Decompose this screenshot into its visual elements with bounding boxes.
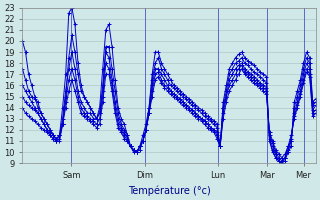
X-axis label: Température (°c): Température (°c) [128,185,211,196]
